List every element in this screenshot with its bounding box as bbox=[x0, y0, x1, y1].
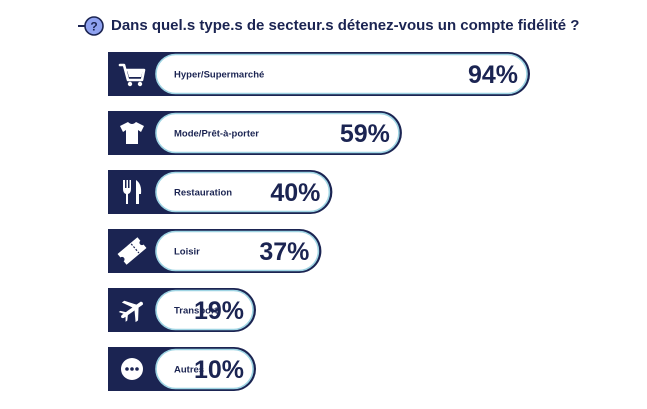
bar-row: Mode/Prêt-à-porter 59% bbox=[108, 111, 402, 155]
category-label: Transport bbox=[174, 306, 219, 317]
value-label: 94% bbox=[468, 61, 518, 89]
bar-pill bbox=[155, 230, 320, 272]
bar-row: Restauration 40% bbox=[108, 170, 333, 214]
bar-pill bbox=[155, 171, 331, 213]
ticket-icon bbox=[117, 237, 147, 265]
value-label: 59% bbox=[340, 120, 390, 148]
ellipsis-icon bbox=[121, 358, 143, 380]
category-label: Restauration bbox=[174, 188, 232, 199]
bar-pill bbox=[155, 289, 254, 331]
category-label: Autres bbox=[174, 365, 204, 376]
value-label: 37% bbox=[259, 238, 309, 266]
fork-knife-icon bbox=[123, 180, 142, 204]
bar-pill bbox=[155, 112, 400, 154]
chart-title: Dans quel.s type.s de secteur.s détenez-… bbox=[111, 17, 580, 34]
category-label: Mode/Prêt-à-porter bbox=[174, 129, 259, 140]
t-shirt-icon bbox=[120, 122, 144, 144]
shopping-cart-icon bbox=[118, 63, 146, 87]
bar-pill bbox=[155, 348, 254, 390]
category-label: Loisir bbox=[174, 247, 200, 258]
bar-row: Hyper/Supermarché 94% bbox=[108, 52, 530, 96]
bar-row: Loisir 37% bbox=[108, 229, 322, 273]
value-label: 10% bbox=[194, 356, 244, 384]
airplane-icon bbox=[118, 300, 143, 323]
value-label: 40% bbox=[270, 179, 320, 207]
bar-pill bbox=[155, 53, 528, 95]
value-label: 19% bbox=[194, 297, 244, 325]
category-label: Hyper/Supermarché bbox=[174, 70, 264, 81]
svg-text:?: ? bbox=[90, 20, 97, 34]
question-icon: ? bbox=[78, 13, 106, 41]
